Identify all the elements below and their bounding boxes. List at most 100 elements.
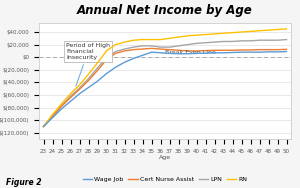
LPN (186, 43, 189, 46)
LPN (213, 41, 216, 43)
RN (150, 38, 153, 41)
Line: Cert Nurse Assist: Cert Nurse Assist (44, 48, 286, 127)
Text: Period of High
Financial
Insecurity: Period of High Financial Insecurity (66, 43, 110, 86)
RN (123, 41, 126, 43)
LPN (150, 45, 153, 47)
Wage Job (231, 51, 234, 54)
RN (276, 28, 279, 31)
RN (78, 84, 81, 86)
LPN (195, 42, 198, 45)
Line: Wage Job: Wage Job (44, 52, 286, 127)
Wage Job (168, 52, 171, 55)
RN (285, 28, 288, 30)
Cert Nurse Assist (231, 49, 234, 51)
Wage Job (132, 57, 135, 60)
LPN (249, 40, 252, 42)
RN (267, 29, 270, 31)
RN (258, 30, 261, 32)
RN (222, 32, 225, 34)
Wage Job (150, 51, 153, 53)
LPN (267, 39, 270, 41)
Cert Nurse Assist (105, 59, 108, 61)
Wage Job (285, 50, 288, 53)
RN (231, 32, 234, 34)
Cert Nurse Assist (168, 49, 171, 51)
Wage Job (213, 52, 216, 54)
Wage Job (204, 52, 207, 54)
RN (186, 35, 189, 37)
Line: LPN: LPN (44, 39, 286, 127)
LPN (141, 45, 144, 47)
LPN (87, 77, 90, 80)
RN (249, 30, 252, 33)
Cert Nurse Assist (213, 49, 216, 51)
Wage Job (114, 66, 117, 68)
LPN (51, 115, 54, 117)
Wage Job (51, 117, 54, 119)
LPN (258, 39, 261, 41)
Text: Figure 2: Figure 2 (6, 178, 41, 187)
Wage Job (186, 53, 189, 55)
Wage Job (177, 53, 180, 55)
RN (213, 33, 216, 35)
Wage Job (276, 51, 279, 53)
Legend: Wage Job, Cert Nurse Assist, LPN, RN: Wage Job, Cert Nurse Assist, LPN, RN (80, 175, 250, 185)
LPN (222, 40, 225, 43)
Wage Job (87, 86, 90, 89)
Cert Nurse Assist (150, 47, 153, 49)
LPN (240, 40, 243, 42)
LPN (42, 125, 45, 128)
Cert Nurse Assist (177, 49, 180, 51)
Cert Nurse Assist (258, 49, 261, 51)
LPN (105, 57, 108, 59)
LPN (69, 95, 72, 97)
Cert Nurse Assist (96, 69, 99, 72)
RN (168, 37, 171, 39)
Wage Job (42, 125, 45, 128)
RN (159, 38, 162, 41)
Cert Nurse Assist (285, 48, 288, 50)
Text: Break Even Line: Break Even Line (165, 50, 216, 55)
Wage Job (267, 51, 270, 53)
Wage Job (123, 61, 126, 63)
Cert Nurse Assist (195, 50, 198, 52)
RN (42, 125, 45, 128)
Wage Job (249, 51, 252, 53)
LPN (159, 46, 162, 48)
RN (204, 33, 207, 36)
Line: RN: RN (44, 29, 286, 127)
RN (240, 31, 243, 33)
RN (96, 62, 99, 64)
Text: Annual Net Income by Age: Annual Net Income by Age (77, 4, 253, 17)
RN (177, 36, 180, 38)
RN (60, 103, 63, 105)
Wage Job (78, 93, 81, 95)
LPN (96, 67, 99, 69)
Wage Job (195, 52, 198, 55)
RN (51, 113, 54, 116)
Cert Nurse Assist (267, 49, 270, 51)
Cert Nurse Assist (60, 105, 63, 108)
RN (141, 38, 144, 41)
X-axis label: Age: Age (159, 155, 171, 160)
Wage Job (240, 51, 243, 53)
RN (114, 43, 117, 46)
LPN (114, 50, 117, 53)
Wage Job (258, 51, 261, 53)
LPN (78, 87, 81, 89)
Cert Nurse Assist (78, 88, 81, 90)
Cert Nurse Assist (123, 50, 126, 52)
LPN (285, 38, 288, 41)
LPN (132, 46, 135, 48)
LPN (276, 39, 279, 41)
LPN (123, 48, 126, 50)
Cert Nurse Assist (141, 48, 144, 50)
Cert Nurse Assist (204, 49, 207, 52)
LPN (177, 45, 180, 47)
Wage Job (222, 52, 225, 54)
Wage Job (69, 100, 72, 102)
RN (195, 34, 198, 36)
LPN (231, 40, 234, 43)
Cert Nurse Assist (240, 49, 243, 51)
Wage Job (60, 108, 63, 110)
